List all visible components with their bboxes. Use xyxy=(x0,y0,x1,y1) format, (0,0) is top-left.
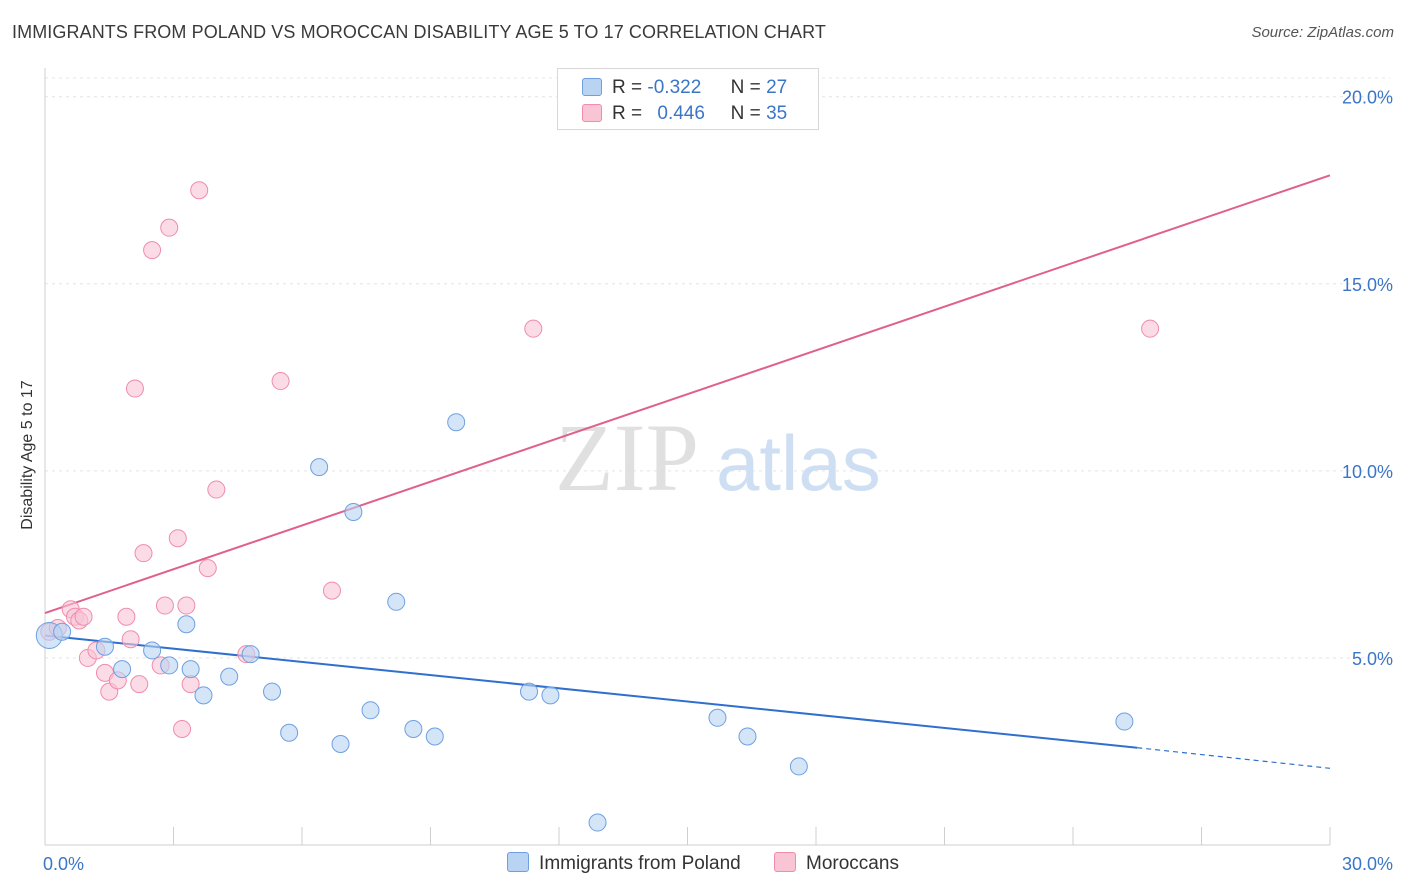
moroccan-point xyxy=(160,218,179,237)
poland-r-label: R = xyxy=(612,77,643,98)
moroccan-point xyxy=(74,607,93,626)
moroccan-point xyxy=(121,630,140,649)
poland-point xyxy=(588,813,607,832)
poland-trend-layer xyxy=(44,634,1331,769)
tick-labels: 5.0% 10.0% 15.0% 20.0% 0.0% 30.0% xyxy=(43,88,1393,874)
poland-point xyxy=(708,708,727,727)
legend-poland-swatch xyxy=(507,852,530,872)
poland-r-value: -0.322 xyxy=(647,77,702,98)
gridlines xyxy=(45,77,1390,659)
poland-point xyxy=(310,458,329,477)
moroccan-trend-layer xyxy=(44,174,1331,614)
poland-point xyxy=(520,682,539,701)
moroccan-point xyxy=(125,379,144,398)
moroccan-point xyxy=(130,675,149,694)
chart-title: IMMIGRANTS FROM POLAND VS MOROCCAN DISAB… xyxy=(12,22,826,42)
poland-point xyxy=(177,615,196,634)
watermark-zip: ZIP xyxy=(555,404,699,511)
poland-point xyxy=(331,734,350,753)
poland-n-label: N = xyxy=(730,77,761,98)
moroccan-r-value: 0.446 xyxy=(657,103,705,124)
moroccan-point xyxy=(1141,319,1160,338)
watermark-atlas: atlas xyxy=(716,419,881,507)
poland-swatch xyxy=(582,78,602,96)
legend-item-poland[interactable]: Immigrants from Poland xyxy=(507,852,741,875)
moroccan-point xyxy=(271,372,290,391)
poland-point xyxy=(1115,712,1134,731)
moroccan-point xyxy=(190,181,209,200)
poland-point xyxy=(541,686,560,705)
poland-points xyxy=(35,413,1134,832)
stats-row-poland: R = -0.322 N = 27 xyxy=(582,77,787,101)
moroccan-point xyxy=(155,596,174,615)
y-tick-label: 10.0% xyxy=(1342,462,1393,482)
moroccan-point xyxy=(207,480,226,499)
poland-trend-line xyxy=(44,634,1138,749)
moroccan-r-label: R = xyxy=(612,103,643,124)
poland-point xyxy=(95,637,114,656)
x-tick-label: 0.0% xyxy=(43,854,84,874)
moroccan-point xyxy=(117,607,136,626)
y-tick-label: 5.0% xyxy=(1352,649,1393,669)
moroccan-n-label: N = xyxy=(730,103,761,124)
poland-point xyxy=(425,727,444,746)
moroccan-point xyxy=(177,596,196,615)
poland-point xyxy=(160,656,179,675)
poland-point xyxy=(241,645,260,664)
moroccan-trend-line xyxy=(44,174,1331,614)
poland-point xyxy=(280,723,299,742)
moroccan-point xyxy=(143,241,162,260)
watermark: ZIP atlas xyxy=(555,404,881,511)
moroccan-point xyxy=(173,720,192,739)
moroccan-point xyxy=(322,581,341,600)
legend-item-moroccans[interactable]: Moroccans xyxy=(774,852,899,875)
legend-moroccans-label: Moroccans xyxy=(806,853,899,874)
poland-point xyxy=(404,720,423,739)
moroccan-swatch xyxy=(582,104,602,122)
axes xyxy=(44,68,1331,846)
poland-point xyxy=(113,660,132,679)
poland-point xyxy=(263,682,282,701)
legend-moroccans-swatch xyxy=(774,852,797,872)
poland-point xyxy=(181,660,200,679)
y-tick-label: 20.0% xyxy=(1342,88,1393,108)
moroccan-point xyxy=(168,529,187,548)
series-legend: Immigrants from Poland Moroccans xyxy=(0,852,1406,875)
stats-row-moroccan: R = 0.446 N = 35 xyxy=(582,103,787,127)
poland-point xyxy=(447,413,466,432)
stats-legend: R = -0.322 N = 27 R = 0.446 N = 35 xyxy=(557,68,819,130)
poland-n-value: 27 xyxy=(766,77,788,98)
moroccan-point xyxy=(134,544,153,563)
legend-poland-label: Immigrants from Poland xyxy=(539,853,741,874)
poland-point xyxy=(53,622,72,641)
poland-trend-extension xyxy=(1137,747,1331,769)
moroccan-point xyxy=(524,319,543,338)
x-tick-label: 30.0% xyxy=(1342,854,1393,874)
poland-point xyxy=(143,641,162,660)
poland-point xyxy=(194,686,213,705)
moroccan-point xyxy=(198,559,217,578)
poland-point xyxy=(361,701,380,720)
poland-point xyxy=(220,667,239,686)
poland-point xyxy=(789,757,808,776)
moroccan-n-value: 35 xyxy=(766,103,788,124)
source-label: Source: ZipAtlas.com xyxy=(1251,24,1394,41)
poland-point xyxy=(344,503,363,522)
y-tick-label: 15.0% xyxy=(1342,275,1393,295)
poland-point xyxy=(738,727,757,746)
poland-point xyxy=(387,592,406,611)
